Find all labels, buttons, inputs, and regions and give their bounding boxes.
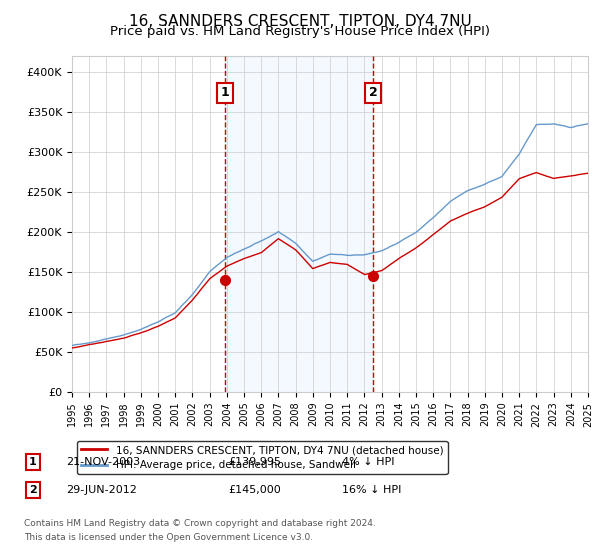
Text: £139,995: £139,995 (228, 457, 281, 467)
Text: 16, SANNDERS CRESCENT, TIPTON, DY4 7NU: 16, SANNDERS CRESCENT, TIPTON, DY4 7NU (128, 14, 472, 29)
Text: 1: 1 (221, 86, 229, 100)
Text: 29-JUN-2012: 29-JUN-2012 (66, 485, 137, 495)
Text: 16% ↓ HPI: 16% ↓ HPI (342, 485, 401, 495)
Text: £145,000: £145,000 (228, 485, 281, 495)
Bar (225, 56, 373, 392)
Text: 2: 2 (29, 485, 37, 495)
Text: 4% ↓ HPI: 4% ↓ HPI (342, 457, 395, 467)
Text: 2: 2 (368, 86, 377, 100)
Text: Contains HM Land Registry data © Crown copyright and database right 2024.: Contains HM Land Registry data © Crown c… (24, 519, 376, 528)
Text: 1: 1 (29, 457, 37, 467)
Legend: 16, SANNDERS CRESCENT, TIPTON, DY4 7NU (detached house), HPI: Average price, det: 16, SANNDERS CRESCENT, TIPTON, DY4 7NU (… (77, 441, 448, 474)
Text: This data is licensed under the Open Government Licence v3.0.: This data is licensed under the Open Gov… (24, 533, 313, 542)
Text: Price paid vs. HM Land Registry's House Price Index (HPI): Price paid vs. HM Land Registry's House … (110, 25, 490, 38)
Text: 21-NOV-2003: 21-NOV-2003 (66, 457, 140, 467)
